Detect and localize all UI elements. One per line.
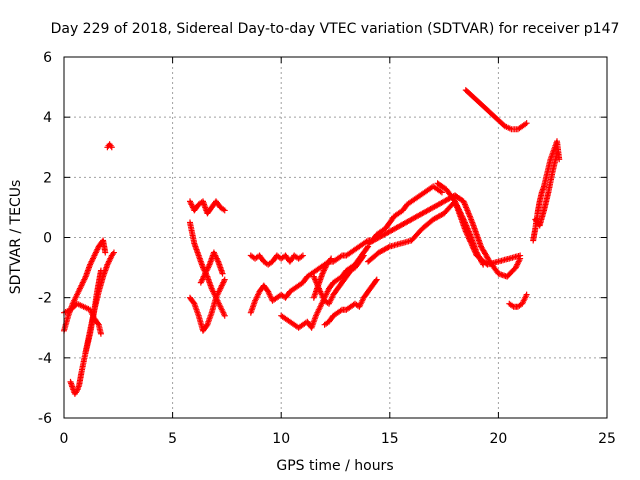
series-s19 <box>462 87 530 133</box>
x-tick-labels: 0 5 10 15 20 25 <box>60 431 616 447</box>
series-s5 <box>104 141 115 151</box>
data-point-markers <box>532 150 561 229</box>
y-tick-label: -6 <box>38 411 52 427</box>
series-s6 <box>187 198 228 217</box>
x-axis-label: GPS time / hours <box>276 458 393 474</box>
data-points <box>61 87 563 397</box>
y-tick-label: -4 <box>38 351 52 367</box>
y-tick-labels: -6 -4 -2 0 2 4 6 <box>38 50 52 427</box>
data-point-markers <box>462 87 530 133</box>
series-s18 <box>434 180 487 268</box>
chart-title: Day 229 of 2018, Sidereal Day-to-day VTE… <box>51 21 620 37</box>
series-s4 <box>82 267 104 355</box>
grid-lines <box>64 57 607 418</box>
series-s9 <box>197 249 226 286</box>
data-point-markers <box>247 252 306 268</box>
data-point-markers <box>434 180 487 268</box>
series-s15 <box>310 255 335 301</box>
data-point-markers <box>104 141 115 151</box>
data-point-markers <box>187 198 228 217</box>
x-tick-label: 10 <box>272 431 290 447</box>
x-tick-label: 0 <box>60 431 69 447</box>
data-point-markers <box>365 192 524 280</box>
series-s10 <box>247 183 445 316</box>
series-s14 <box>321 276 380 328</box>
y-axis-label: SDTVAR / TECUs <box>8 180 24 295</box>
data-point-markers <box>247 183 445 316</box>
data-point-markers <box>321 276 380 328</box>
axis-ticks <box>63 56 608 419</box>
data-point-markers <box>82 267 104 355</box>
y-tick-label: 4 <box>43 110 52 126</box>
series-s11 <box>247 252 306 268</box>
data-point-markers <box>310 255 335 301</box>
series-s16 <box>365 192 524 280</box>
data-point-markers <box>530 138 563 244</box>
x-tick-label: 5 <box>168 431 177 447</box>
series-s22 <box>532 150 561 229</box>
x-tick-label: 25 <box>598 431 616 447</box>
series-s8 <box>187 276 228 334</box>
y-tick-label: 6 <box>43 50 52 66</box>
x-tick-label: 15 <box>381 431 399 447</box>
y-tick-label: 0 <box>43 231 52 247</box>
data-point-markers <box>197 249 226 286</box>
y-tick-label: 2 <box>43 170 52 186</box>
x-tick-label: 20 <box>489 431 507 447</box>
y-tick-label: -2 <box>38 291 52 307</box>
data-point-markers <box>187 276 228 334</box>
series-s20 <box>506 291 530 310</box>
series-s21 <box>530 138 563 244</box>
data-point-markers <box>506 291 530 310</box>
